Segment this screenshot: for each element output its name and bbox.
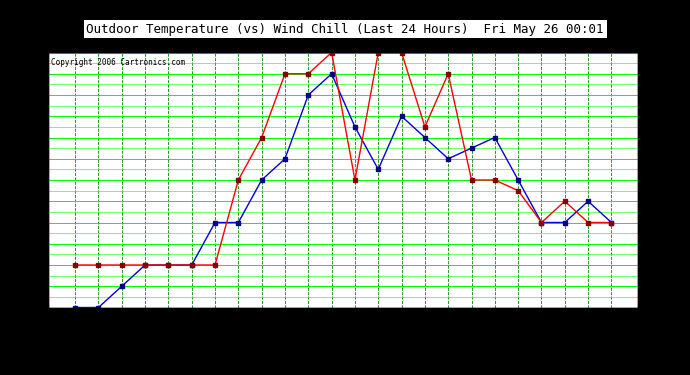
Text: Copyright 2006 Cartronics.com: Copyright 2006 Cartronics.com bbox=[51, 58, 186, 67]
Text: Outdoor Temperature (vs) Wind Chill (Last 24 Hours)  Fri May 26 00:01: Outdoor Temperature (vs) Wind Chill (Las… bbox=[86, 22, 604, 36]
